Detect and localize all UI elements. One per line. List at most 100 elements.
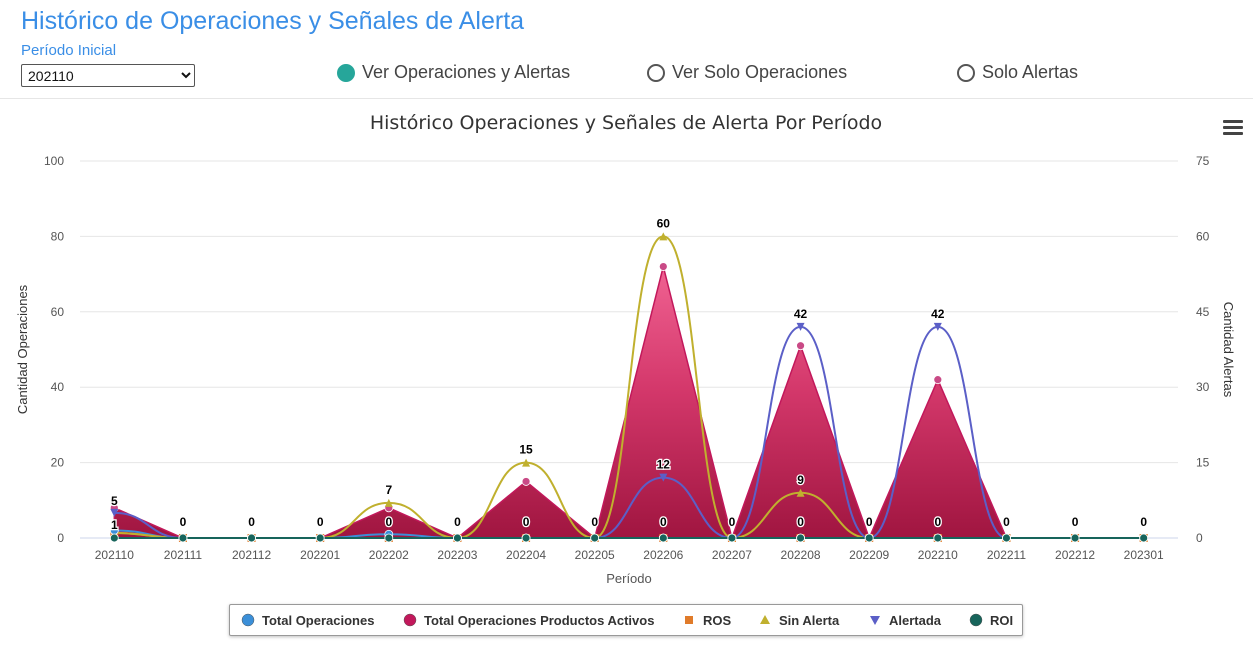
x-tick-label: 202212 bbox=[1055, 548, 1095, 562]
chart-legend: Total Operaciones Total Operaciones Produ… bbox=[229, 604, 1023, 636]
data-label: 0 bbox=[1072, 515, 1079, 529]
radio-solo-alertas[interactable]: Solo Alertas bbox=[957, 62, 1078, 83]
x-tick-label: 202203 bbox=[437, 548, 477, 562]
legend-marker-icon bbox=[403, 613, 417, 627]
marker-alertada bbox=[796, 322, 805, 331]
legend-label: Sin Alerta bbox=[779, 613, 840, 628]
legend-item[interactable]: ROS bbox=[685, 613, 732, 628]
x-tick-label: 202211 bbox=[987, 548, 1026, 562]
legend-item[interactable]: Total Operaciones Productos Activos bbox=[403, 613, 654, 628]
marker-sin_alerta bbox=[384, 498, 393, 507]
data-label: 12 bbox=[657, 458, 671, 472]
y-left-axis-title: Cantidad Operaciones bbox=[15, 284, 30, 414]
data-label: 0 bbox=[180, 515, 187, 529]
marker-productos_activos bbox=[933, 375, 943, 385]
x-tick-label: 202301 bbox=[1124, 548, 1164, 562]
y-left-tick-label: 0 bbox=[57, 531, 64, 545]
marker-roi bbox=[453, 533, 462, 543]
x-axis-title: Período bbox=[606, 571, 652, 586]
marker-roi bbox=[727, 533, 737, 543]
marker-productos_activos bbox=[521, 477, 531, 486]
data-label: 60 bbox=[657, 216, 671, 230]
data-label: 9 bbox=[797, 473, 804, 487]
x-tick-label: 202201 bbox=[300, 548, 340, 562]
chart-menu-icon[interactable] bbox=[1223, 120, 1243, 136]
data-label: 7 bbox=[385, 483, 392, 497]
data-label: 0 bbox=[385, 515, 392, 529]
data-label: 42 bbox=[931, 307, 945, 321]
marker-roi bbox=[247, 533, 256, 543]
y-right-tick-label: 0 bbox=[1196, 531, 1203, 545]
marker-alertada bbox=[110, 508, 119, 517]
radio-checked-icon[interactable] bbox=[337, 63, 355, 82]
chart-title: Histórico Operaciones y Señales de Alert… bbox=[370, 112, 882, 134]
x-tick-label: 202202 bbox=[369, 548, 409, 562]
marker-roi bbox=[315, 533, 325, 543]
radio-label: Ver Operaciones y Alertas bbox=[362, 62, 571, 82]
marker-roi bbox=[1070, 533, 1080, 543]
x-tick-label: 202204 bbox=[506, 548, 546, 562]
data-label: 0 bbox=[317, 515, 324, 529]
data-label: 15 bbox=[519, 443, 533, 457]
x-tick-label: 202112 bbox=[232, 548, 271, 562]
x-tick-label: 202206 bbox=[643, 548, 683, 562]
legend-item[interactable]: Total Operaciones bbox=[241, 613, 374, 628]
radio-unchecked-icon[interactable] bbox=[647, 63, 665, 82]
marker-sin_alerta bbox=[659, 232, 668, 241]
x-tick-label: 202209 bbox=[849, 548, 889, 562]
x-tick-label: 202111 bbox=[164, 548, 203, 562]
marker-sin_alerta bbox=[522, 458, 531, 467]
menu-bar bbox=[1223, 132, 1243, 135]
legend-item[interactable]: ROI bbox=[969, 613, 1013, 628]
legend-label: ROS bbox=[703, 613, 732, 628]
chart-container: Histórico Operaciones y Señales de Alert… bbox=[0, 98, 1253, 645]
legend-label: Alertada bbox=[889, 613, 942, 628]
marker-roi bbox=[796, 533, 805, 543]
data-label: 0 bbox=[1003, 515, 1010, 529]
data-label: 0 bbox=[660, 515, 667, 529]
legend-marker-icon bbox=[969, 613, 983, 627]
menu-bar bbox=[1223, 126, 1243, 129]
data-label: 0 bbox=[454, 515, 461, 529]
legend-label: Total Operaciones Productos Activos bbox=[424, 613, 654, 628]
marker-alertada bbox=[659, 473, 668, 482]
marker-alertada bbox=[933, 322, 942, 331]
y-right-tick-label: 30 bbox=[1196, 380, 1210, 394]
radio-ver-operaciones-y-alertas[interactable]: Ver Operaciones y Alertas bbox=[337, 62, 570, 83]
legend-label: ROI bbox=[990, 613, 1013, 628]
marker-productos_activos bbox=[796, 341, 805, 351]
legend-marker-icon bbox=[760, 615, 770, 624]
marker-productos_activos bbox=[658, 262, 668, 271]
legend-svg: Total Operaciones Total Operaciones Produ… bbox=[241, 613, 1013, 628]
x-tick-label: 202208 bbox=[781, 548, 821, 562]
data-label: 0 bbox=[591, 515, 598, 529]
y-left-tick-label: 60 bbox=[51, 305, 65, 319]
data-label: 0 bbox=[1140, 515, 1147, 529]
marker-roi bbox=[658, 533, 668, 543]
legend-item[interactable]: Sin Alerta bbox=[760, 613, 840, 628]
radio-label: Solo Alertas bbox=[982, 62, 1079, 82]
data-label: 0 bbox=[248, 515, 255, 529]
marker-roi bbox=[109, 533, 119, 543]
menu-bar bbox=[1223, 120, 1243, 123]
marker-roi bbox=[521, 533, 531, 543]
y-left-tick-label: 20 bbox=[51, 456, 65, 470]
marker-roi bbox=[590, 533, 600, 543]
y-left-tick-label: 100 bbox=[44, 154, 64, 168]
radio-unchecked-icon[interactable] bbox=[957, 63, 975, 82]
legend-marker-icon bbox=[685, 616, 693, 624]
data-label: 0 bbox=[523, 515, 530, 529]
legend-marker-icon bbox=[870, 616, 880, 625]
period-select[interactable]: 202110 bbox=[21, 64, 195, 87]
y-right-tick-label: 45 bbox=[1196, 305, 1210, 319]
legend-item[interactable]: Alertada bbox=[870, 613, 942, 628]
x-tick-label: 202210 bbox=[918, 548, 958, 562]
radio-ver-solo-operaciones[interactable]: Ver Solo Operaciones bbox=[647, 62, 847, 83]
legend-label: Total Operaciones bbox=[262, 613, 374, 628]
y-right-axis-title: Cantidad Alertas bbox=[1221, 302, 1236, 398]
y-left-tick-label: 80 bbox=[51, 229, 65, 243]
x-tick-label: 202207 bbox=[712, 548, 752, 562]
marker-roi bbox=[178, 533, 188, 543]
data-label: 5 bbox=[111, 494, 118, 508]
